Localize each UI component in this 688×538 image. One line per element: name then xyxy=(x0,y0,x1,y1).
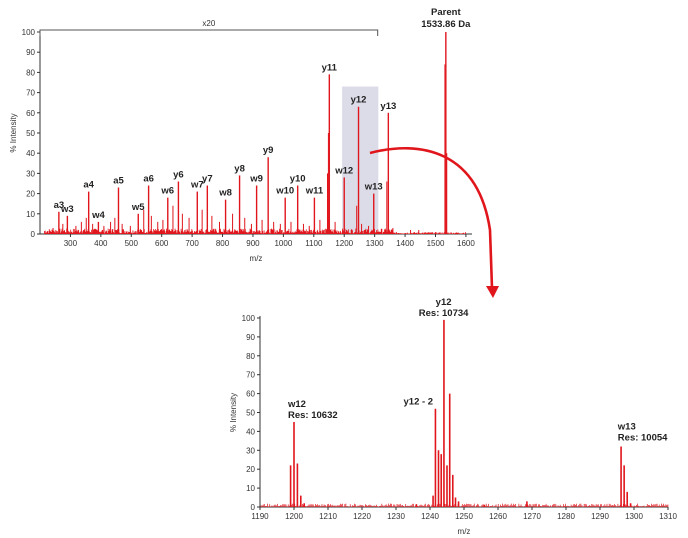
x-tick-label: 300 xyxy=(64,239,78,248)
peak-label-a3: a3 xyxy=(54,200,65,211)
peak-label-w10: w10 xyxy=(275,186,294,197)
x-tick-label: 1260 xyxy=(489,512,507,521)
peak-label-w6: w6 xyxy=(160,186,174,197)
x-tick-label: 1000 xyxy=(274,239,292,248)
y-tick-label: 40 xyxy=(246,427,255,436)
x-tick-label: 1100 xyxy=(305,239,323,248)
y-tick-label: 40 xyxy=(26,149,35,158)
peak-label-w5: w5 xyxy=(131,202,145,213)
y-tick-label: 0 xyxy=(31,230,36,239)
x-tick-label: 1300 xyxy=(625,512,643,521)
y-tick-label: 100 xyxy=(242,314,256,323)
y-tick-label: 20 xyxy=(26,190,35,199)
zoom-bracket xyxy=(39,29,379,36)
x-tick-label: 1230 xyxy=(387,512,405,521)
y-tick-label: 30 xyxy=(26,169,35,178)
peak-label-y7: y7 xyxy=(202,174,213,185)
x-tick-label: 1200 xyxy=(335,239,353,248)
x-tick-label: 600 xyxy=(155,239,169,248)
peak-label-w4: w4 xyxy=(91,210,105,221)
baseline-noise xyxy=(260,503,669,507)
y-tick-label: 60 xyxy=(26,109,35,118)
peak-label-y10: y10 xyxy=(290,174,306,185)
peak-label-y12: y12 xyxy=(351,95,367,106)
peak-label-a5: a5 xyxy=(113,176,124,187)
x-tick-label: 1400 xyxy=(396,239,414,248)
x-tick-label: 900 xyxy=(246,239,260,248)
zoom-arrow-head-icon xyxy=(486,286,499,298)
annotation-1-line-0: y12 - 2 xyxy=(404,397,434,408)
peak-label-w9: w9 xyxy=(249,174,263,185)
baseline-noise xyxy=(44,228,466,234)
peak-label-y6: y6 xyxy=(173,169,184,180)
x-tick-label: 1210 xyxy=(319,512,337,521)
peak-label-y9: y9 xyxy=(263,145,274,156)
annotation-3-line-1: Res: 10054 xyxy=(618,433,668,444)
y-tick-label: 80 xyxy=(246,352,255,361)
peak-label-y13: y13 xyxy=(380,101,396,112)
peak-label-w11: w11 xyxy=(305,186,324,197)
x-tick-label: 500 xyxy=(125,239,139,248)
x-axis-title: m/z xyxy=(250,254,263,263)
annotation-0-line-1: Res: 10632 xyxy=(288,410,338,421)
peak-label-w3: w3 xyxy=(60,204,74,215)
x-tick-label: 1250 xyxy=(455,512,473,521)
peak-label-w7: w7 xyxy=(190,180,204,191)
annotation-2-line-0: y12 xyxy=(436,297,452,308)
x-tick-label: 800 xyxy=(216,239,230,248)
x-tick-label: 700 xyxy=(185,239,199,248)
x-tick-label: 1270 xyxy=(523,512,541,521)
annotation-0-line-0: w12 xyxy=(287,399,306,410)
peak-label-y11: y11 xyxy=(322,62,338,73)
x-tick-label: 1190 xyxy=(251,512,269,521)
y-tick-label: 90 xyxy=(246,333,255,342)
y-tick-label: 30 xyxy=(246,446,255,455)
peak-label-w12: w12 xyxy=(334,165,353,176)
zoom-arrow-icon xyxy=(369,146,494,289)
x-tick-label: 1280 xyxy=(557,512,575,521)
peak-label-y8: y8 xyxy=(234,163,245,174)
peak-label-a4: a4 xyxy=(83,180,94,191)
x-tick-label: 1300 xyxy=(366,239,384,248)
x-tick-label: 1240 xyxy=(421,512,439,521)
y-tick-label: 80 xyxy=(26,68,35,77)
y-tick-label: 70 xyxy=(26,89,35,98)
y-tick-label: 50 xyxy=(246,409,255,418)
zoom-bracket-label: x20 xyxy=(202,19,215,28)
x-axis-title: m/z xyxy=(458,527,471,536)
y-tick-label: 10 xyxy=(246,484,255,493)
y-tick-label: 60 xyxy=(246,390,255,399)
y-axis-title: % Intensity xyxy=(9,113,18,152)
minor-peaks xyxy=(52,64,448,234)
parent-mass-label: 1533.86 Da xyxy=(421,19,471,30)
y-tick-label: 90 xyxy=(26,48,35,57)
y-tick-label: 50 xyxy=(26,129,35,138)
y-tick-label: 20 xyxy=(246,465,255,474)
full-spectrum-chart: 0 10 20 30 40 50 60 70 80 90 100 300 400 500 600 700 800… xyxy=(9,7,475,263)
peak-label-w13: w13 xyxy=(364,182,383,193)
annotation-2-line-1: Res: 10734 xyxy=(419,308,469,319)
y-tick-label: 70 xyxy=(246,371,255,380)
x-tick-label: 1220 xyxy=(353,512,371,521)
parent-label: Parent xyxy=(431,7,461,18)
peak-label-a6: a6 xyxy=(143,174,154,185)
y-tick-label: 0 xyxy=(251,503,256,512)
annotation-3-line-0: w13 xyxy=(617,422,636,433)
x-tick-label: 1290 xyxy=(591,512,609,521)
x-tick-label: 1200 xyxy=(285,512,303,521)
zoomed-spectrum-chart: 0 10 20 30 40 50 60 70 80 90 100 1190 1200 1210 1220 12… xyxy=(229,297,677,536)
x-tick-label: 1500 xyxy=(427,239,445,248)
x-tick-label: 1600 xyxy=(457,239,475,248)
y-tick-label: 100 xyxy=(22,28,36,37)
y-tick-label: 10 xyxy=(26,210,35,219)
x-tick-label: 400 xyxy=(94,239,108,248)
x-tick-label: 1310 xyxy=(659,512,677,521)
peak-label-w8: w8 xyxy=(218,188,232,199)
highlight-region xyxy=(342,86,379,234)
isotope-peaks xyxy=(289,319,632,507)
y-axis-title: % Intensity xyxy=(229,393,238,432)
